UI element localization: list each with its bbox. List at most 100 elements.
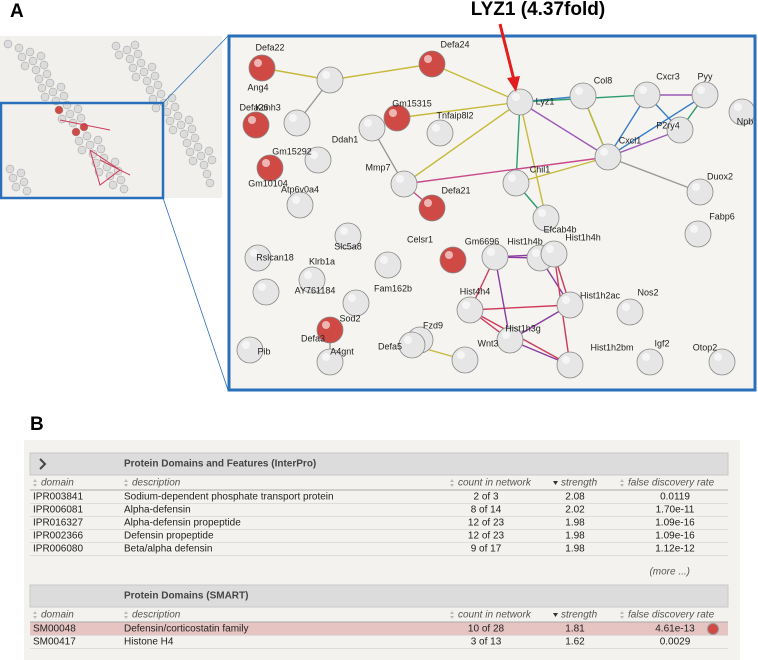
node-shine	[532, 249, 540, 257]
thumb-node	[185, 147, 195, 157]
edge	[329, 63, 433, 81]
thumb-node	[17, 52, 27, 62]
node-label: Pyy	[697, 71, 713, 81]
thumb-node	[74, 136, 84, 146]
node-label: Wnt3	[477, 338, 498, 348]
thumb-node	[22, 186, 32, 196]
arrow	[498, 23, 516, 81]
column-header: count in network	[458, 610, 532, 621]
node-shine	[340, 227, 348, 235]
node-shine	[697, 86, 705, 94]
arrow-head	[507, 76, 520, 92]
node	[636, 348, 664, 376]
thumb-node	[111, 41, 121, 51]
cell: Histone H4	[124, 637, 174, 648]
node-shine	[457, 351, 465, 359]
zoom-line	[162, 197, 229, 391]
sort-icon	[450, 479, 454, 487]
cell: 0.0119	[660, 492, 690, 503]
node	[418, 50, 446, 78]
node-label: Slc5a8	[334, 241, 362, 251]
node-shine	[348, 294, 356, 302]
cell: 1.98	[565, 531, 585, 542]
node	[256, 154, 284, 182]
edge	[431, 63, 521, 103]
node-label: Ddah1	[332, 134, 359, 144]
node	[594, 143, 622, 171]
column-header: domain	[41, 478, 74, 489]
node-shine	[262, 159, 270, 167]
node	[456, 296, 484, 324]
edge	[403, 101, 521, 185]
thumbnail	[0, 36, 222, 198]
node-label: Chil1	[530, 164, 551, 174]
node-label: Hist1h4b	[507, 236, 543, 246]
node-label: Npb	[737, 116, 754, 126]
sort-icon	[124, 611, 128, 619]
node-label: Tnfaip8l2	[436, 110, 473, 120]
node	[506, 88, 534, 116]
cell: 0.0029	[660, 637, 691, 648]
node-shine	[538, 209, 546, 217]
thumb-node	[168, 125, 178, 135]
node-label: Igf2	[654, 338, 669, 348]
tables: Protein Domains and Features (InterPro) d…	[29, 452, 729, 649]
node	[242, 111, 270, 139]
node-label: Hist1h2ac	[580, 290, 621, 300]
node-label: Hist4h4	[460, 286, 491, 296]
cell: 1.70e-11	[656, 505, 695, 516]
thumb-node	[8, 173, 18, 183]
node-shine	[512, 93, 520, 101]
column-header: false discovery rate	[628, 478, 715, 489]
node	[383, 104, 411, 132]
zoom-line	[162, 35, 229, 104]
cell: Defensin propeptide	[124, 531, 214, 542]
thumb-node	[76, 113, 86, 123]
cell: 1.62	[565, 637, 585, 648]
node-shine	[692, 183, 700, 191]
node-shine	[639, 86, 647, 94]
column-header: domain	[41, 610, 74, 621]
node-label: Defa3	[301, 333, 325, 343]
thumb-node	[73, 104, 83, 114]
node-label: Fabp6	[709, 211, 735, 221]
node-shine	[380, 256, 388, 264]
node-label: Hist1h2bm	[590, 342, 633, 352]
node-label: Gm15292	[272, 146, 312, 156]
node-label: Pib	[257, 346, 270, 356]
node-label: Defa22	[255, 42, 284, 52]
thumb-node	[196, 151, 206, 161]
edge	[607, 156, 701, 193]
more-link: (more ...)	[649, 567, 690, 578]
thumb-node	[165, 116, 175, 126]
node-shine	[322, 71, 330, 79]
node-label: Cxcl1	[619, 135, 642, 145]
node-shine	[364, 119, 372, 127]
expand-icon	[39, 458, 47, 470]
edge	[607, 94, 706, 158]
node-label: Sod2	[339, 313, 360, 323]
node-label: Hist1h3g	[505, 323, 541, 333]
node-shine	[487, 248, 495, 256]
cell: 12 of 23	[468, 531, 505, 542]
thumb-node	[176, 120, 186, 130]
thumb-node	[167, 93, 177, 103]
node	[481, 243, 509, 271]
node-shine	[672, 121, 680, 129]
thumb-node	[65, 109, 75, 119]
node	[398, 331, 426, 359]
node	[374, 251, 402, 279]
node-label: Celsr1	[407, 234, 433, 244]
thumb-node	[3, 39, 13, 49]
thumb-node	[153, 80, 163, 90]
node-label: Fzd9	[423, 320, 443, 330]
panel-label: A	[10, 1, 24, 22]
node-shine	[292, 196, 300, 204]
thumb-node	[184, 115, 194, 125]
thumb-node	[202, 169, 212, 179]
cell: Beta/alpha defensin	[124, 544, 212, 555]
node-label: Mmp7	[365, 162, 390, 172]
thumb-node	[11, 182, 21, 192]
thumb-node	[57, 114, 67, 124]
